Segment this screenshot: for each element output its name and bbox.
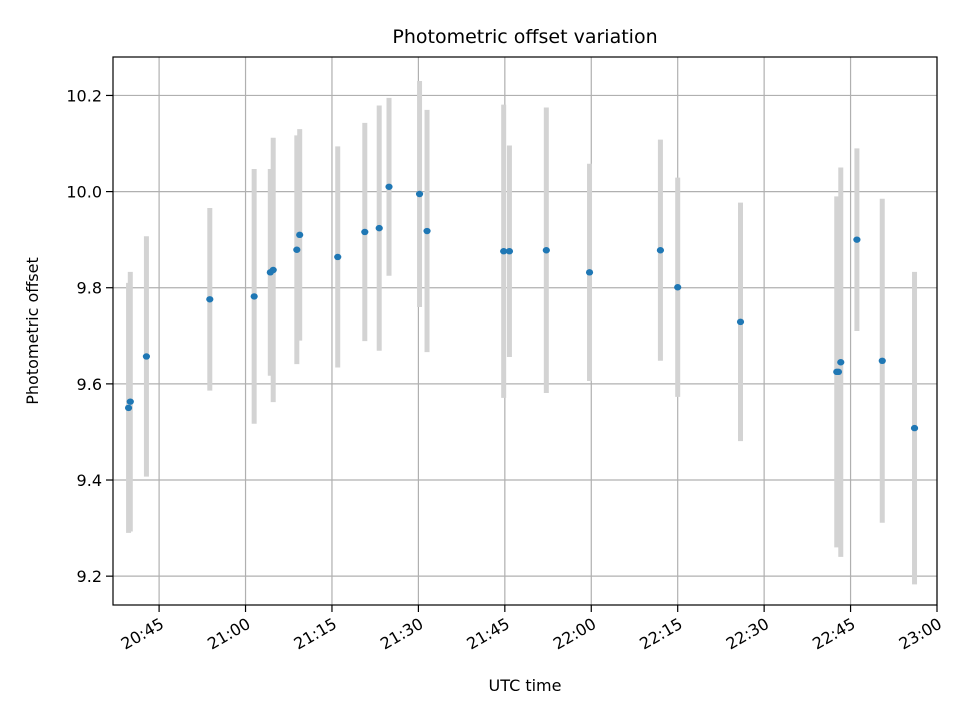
data-point (269, 266, 277, 274)
data-point (910, 424, 919, 432)
y-tick-label: 9.2 (77, 567, 102, 586)
data-point (585, 269, 594, 276)
chart-title: Photometric offset variation (392, 26, 657, 48)
y-tick-label: 9.6 (77, 375, 102, 394)
data-point (656, 247, 665, 254)
data-point (334, 253, 342, 261)
data-point (126, 398, 134, 405)
data-point (423, 227, 431, 235)
data-point (206, 296, 214, 303)
data-point (853, 236, 861, 243)
y-axis-title: Photometric offset (23, 257, 42, 405)
data-point (142, 353, 151, 360)
data-point (505, 248, 514, 255)
y-tick-label: 10.2 (66, 86, 102, 105)
data-point (834, 368, 843, 376)
data-point (250, 293, 258, 300)
y-axis: 9.2 9.4 9.6 9.8 10.0 10.2 (66, 86, 113, 586)
data-point (415, 190, 424, 198)
y-tick-label: 9.8 (77, 279, 102, 298)
data-point (878, 357, 886, 365)
data-point (542, 247, 550, 254)
data-point (500, 248, 508, 255)
data-point (361, 228, 369, 236)
data-point (674, 284, 682, 291)
data-point (837, 359, 845, 366)
data-point (124, 404, 133, 412)
plot-frame (112, 56, 938, 606)
y-tick-label: 9.4 (77, 471, 102, 490)
data-point (385, 183, 393, 190)
data-point (296, 231, 304, 239)
data-points (124, 183, 919, 432)
x-axis-title: UTC time (489, 676, 562, 695)
data-point (736, 318, 745, 326)
y-tick-label: 10.0 (66, 183, 102, 202)
data-point (375, 224, 383, 232)
data-point (293, 246, 301, 253)
